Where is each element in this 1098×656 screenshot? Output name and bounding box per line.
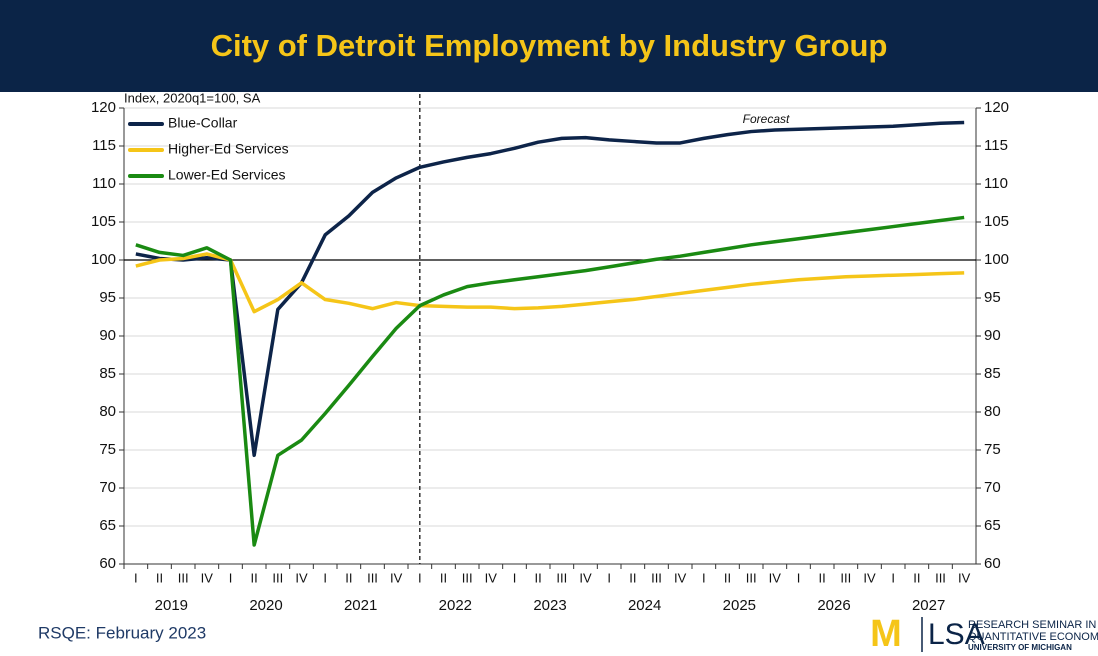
- year-label: 2027: [912, 597, 945, 614]
- x-tick-label: III: [935, 570, 946, 585]
- logo-line: UNIVERSITY OF MICHIGAN: [968, 643, 1072, 652]
- y-tick-label: 95: [99, 289, 116, 306]
- x-tick-label: III: [840, 570, 851, 585]
- legend-label: Blue-Collar: [168, 115, 238, 131]
- x-tick-label: IV: [295, 570, 308, 585]
- y2-tick-label: 70: [984, 479, 1001, 496]
- x-tick-label: IV: [390, 570, 403, 585]
- series-line: [135, 215, 965, 547]
- y-tick-label: 120: [91, 99, 116, 116]
- y-tick-label: 70: [99, 479, 116, 496]
- x-tick-label: IV: [674, 570, 687, 585]
- x-tick-label: II: [251, 570, 258, 585]
- y-tick-label: 85: [99, 365, 116, 382]
- y2-tick-label: 90: [984, 327, 1001, 344]
- year-label: 2020: [249, 597, 282, 614]
- y-tick-label: 80: [99, 403, 116, 420]
- x-tick-label: III: [272, 570, 283, 585]
- series-line: [135, 252, 965, 314]
- y2-tick-label: 110: [984, 175, 1008, 192]
- y-tick-label: 100: [91, 251, 116, 268]
- y2-tick-label: 65: [984, 517, 1001, 534]
- logo-lsa: LSA: [928, 618, 985, 651]
- x-tick-label: II: [629, 570, 636, 585]
- y-tick-label: 60: [99, 555, 116, 572]
- legend-label: Higher-Ed Services: [168, 141, 289, 157]
- year-label: 2021: [344, 597, 377, 614]
- chart-title: City of Detroit Employment by Industry G…: [211, 28, 888, 63]
- y2-tick-label: 60: [984, 555, 1001, 572]
- x-tick-label: IV: [769, 570, 782, 585]
- x-tick-label: III: [178, 570, 189, 585]
- y2-tick-label: 85: [984, 365, 1001, 382]
- x-tick-label: I: [229, 570, 233, 585]
- year-label: 2025: [723, 597, 756, 614]
- x-tick-label: I: [513, 570, 517, 585]
- y-tick-label: 65: [99, 517, 116, 534]
- x-tick-label: II: [440, 570, 447, 585]
- year-label: 2019: [155, 597, 188, 614]
- x-tick-label: I: [323, 570, 327, 585]
- y2-tick-label: 100: [984, 251, 1009, 268]
- x-tick-label: II: [819, 570, 826, 585]
- y2-tick-label: 105: [984, 213, 1009, 230]
- x-tick-label: I: [418, 570, 422, 585]
- x-tick-label: III: [462, 570, 473, 585]
- year-label: 2026: [817, 597, 850, 614]
- y2-tick-label: 95: [984, 289, 1001, 306]
- x-tick-label: II: [913, 570, 920, 585]
- x-tick-label: I: [134, 570, 138, 585]
- y2-tick-label: 75: [984, 441, 1001, 458]
- x-tick-label: III: [746, 570, 757, 585]
- x-tick-label: III: [651, 570, 662, 585]
- source: RSQE: February 2023: [38, 623, 206, 642]
- x-tick-label: II: [535, 570, 542, 585]
- x-tick-label: IV: [485, 570, 498, 585]
- x-tick-label: III: [367, 570, 378, 585]
- x-tick-label: IV: [863, 570, 876, 585]
- y-tick-label: 115: [92, 137, 116, 154]
- x-tick-label: IV: [958, 570, 971, 585]
- series-line: [135, 120, 965, 458]
- y-axis-label: Index, 2020q1=100, SA: [124, 90, 261, 105]
- x-tick-label: I: [607, 570, 611, 585]
- logo-line: QUANTITATIVE ECONOMIC: [968, 631, 1098, 643]
- y-tick-label: 105: [91, 213, 116, 230]
- year-label: 2024: [628, 597, 661, 614]
- x-tick-label: II: [345, 570, 352, 585]
- x-tick-label: I: [797, 570, 801, 585]
- forecast-label: Forecast: [743, 112, 790, 126]
- y2-tick-label: 115: [984, 137, 1008, 154]
- x-tick-label: I: [702, 570, 706, 585]
- y-tick-label: 110: [92, 175, 116, 192]
- year-label: 2023: [533, 597, 566, 614]
- x-tick-label: II: [724, 570, 731, 585]
- x-tick-label: I: [891, 570, 895, 585]
- header-band: [0, 0, 1098, 92]
- y-tick-label: 75: [99, 441, 116, 458]
- y2-tick-label: 80: [984, 403, 1001, 420]
- legend-label: Lower-Ed Services: [168, 167, 286, 183]
- logo-m: M: [870, 613, 902, 655]
- logo-line: RESEARCH SEMINAR IN: [968, 619, 1096, 631]
- y-tick-label: 90: [99, 327, 116, 344]
- x-tick-label: II: [156, 570, 163, 585]
- y2-tick-label: 120: [984, 99, 1009, 116]
- x-tick-label: IV: [579, 570, 592, 585]
- x-tick-label: IV: [201, 570, 214, 585]
- year-label: 2022: [439, 597, 472, 614]
- x-tick-label: III: [556, 570, 567, 585]
